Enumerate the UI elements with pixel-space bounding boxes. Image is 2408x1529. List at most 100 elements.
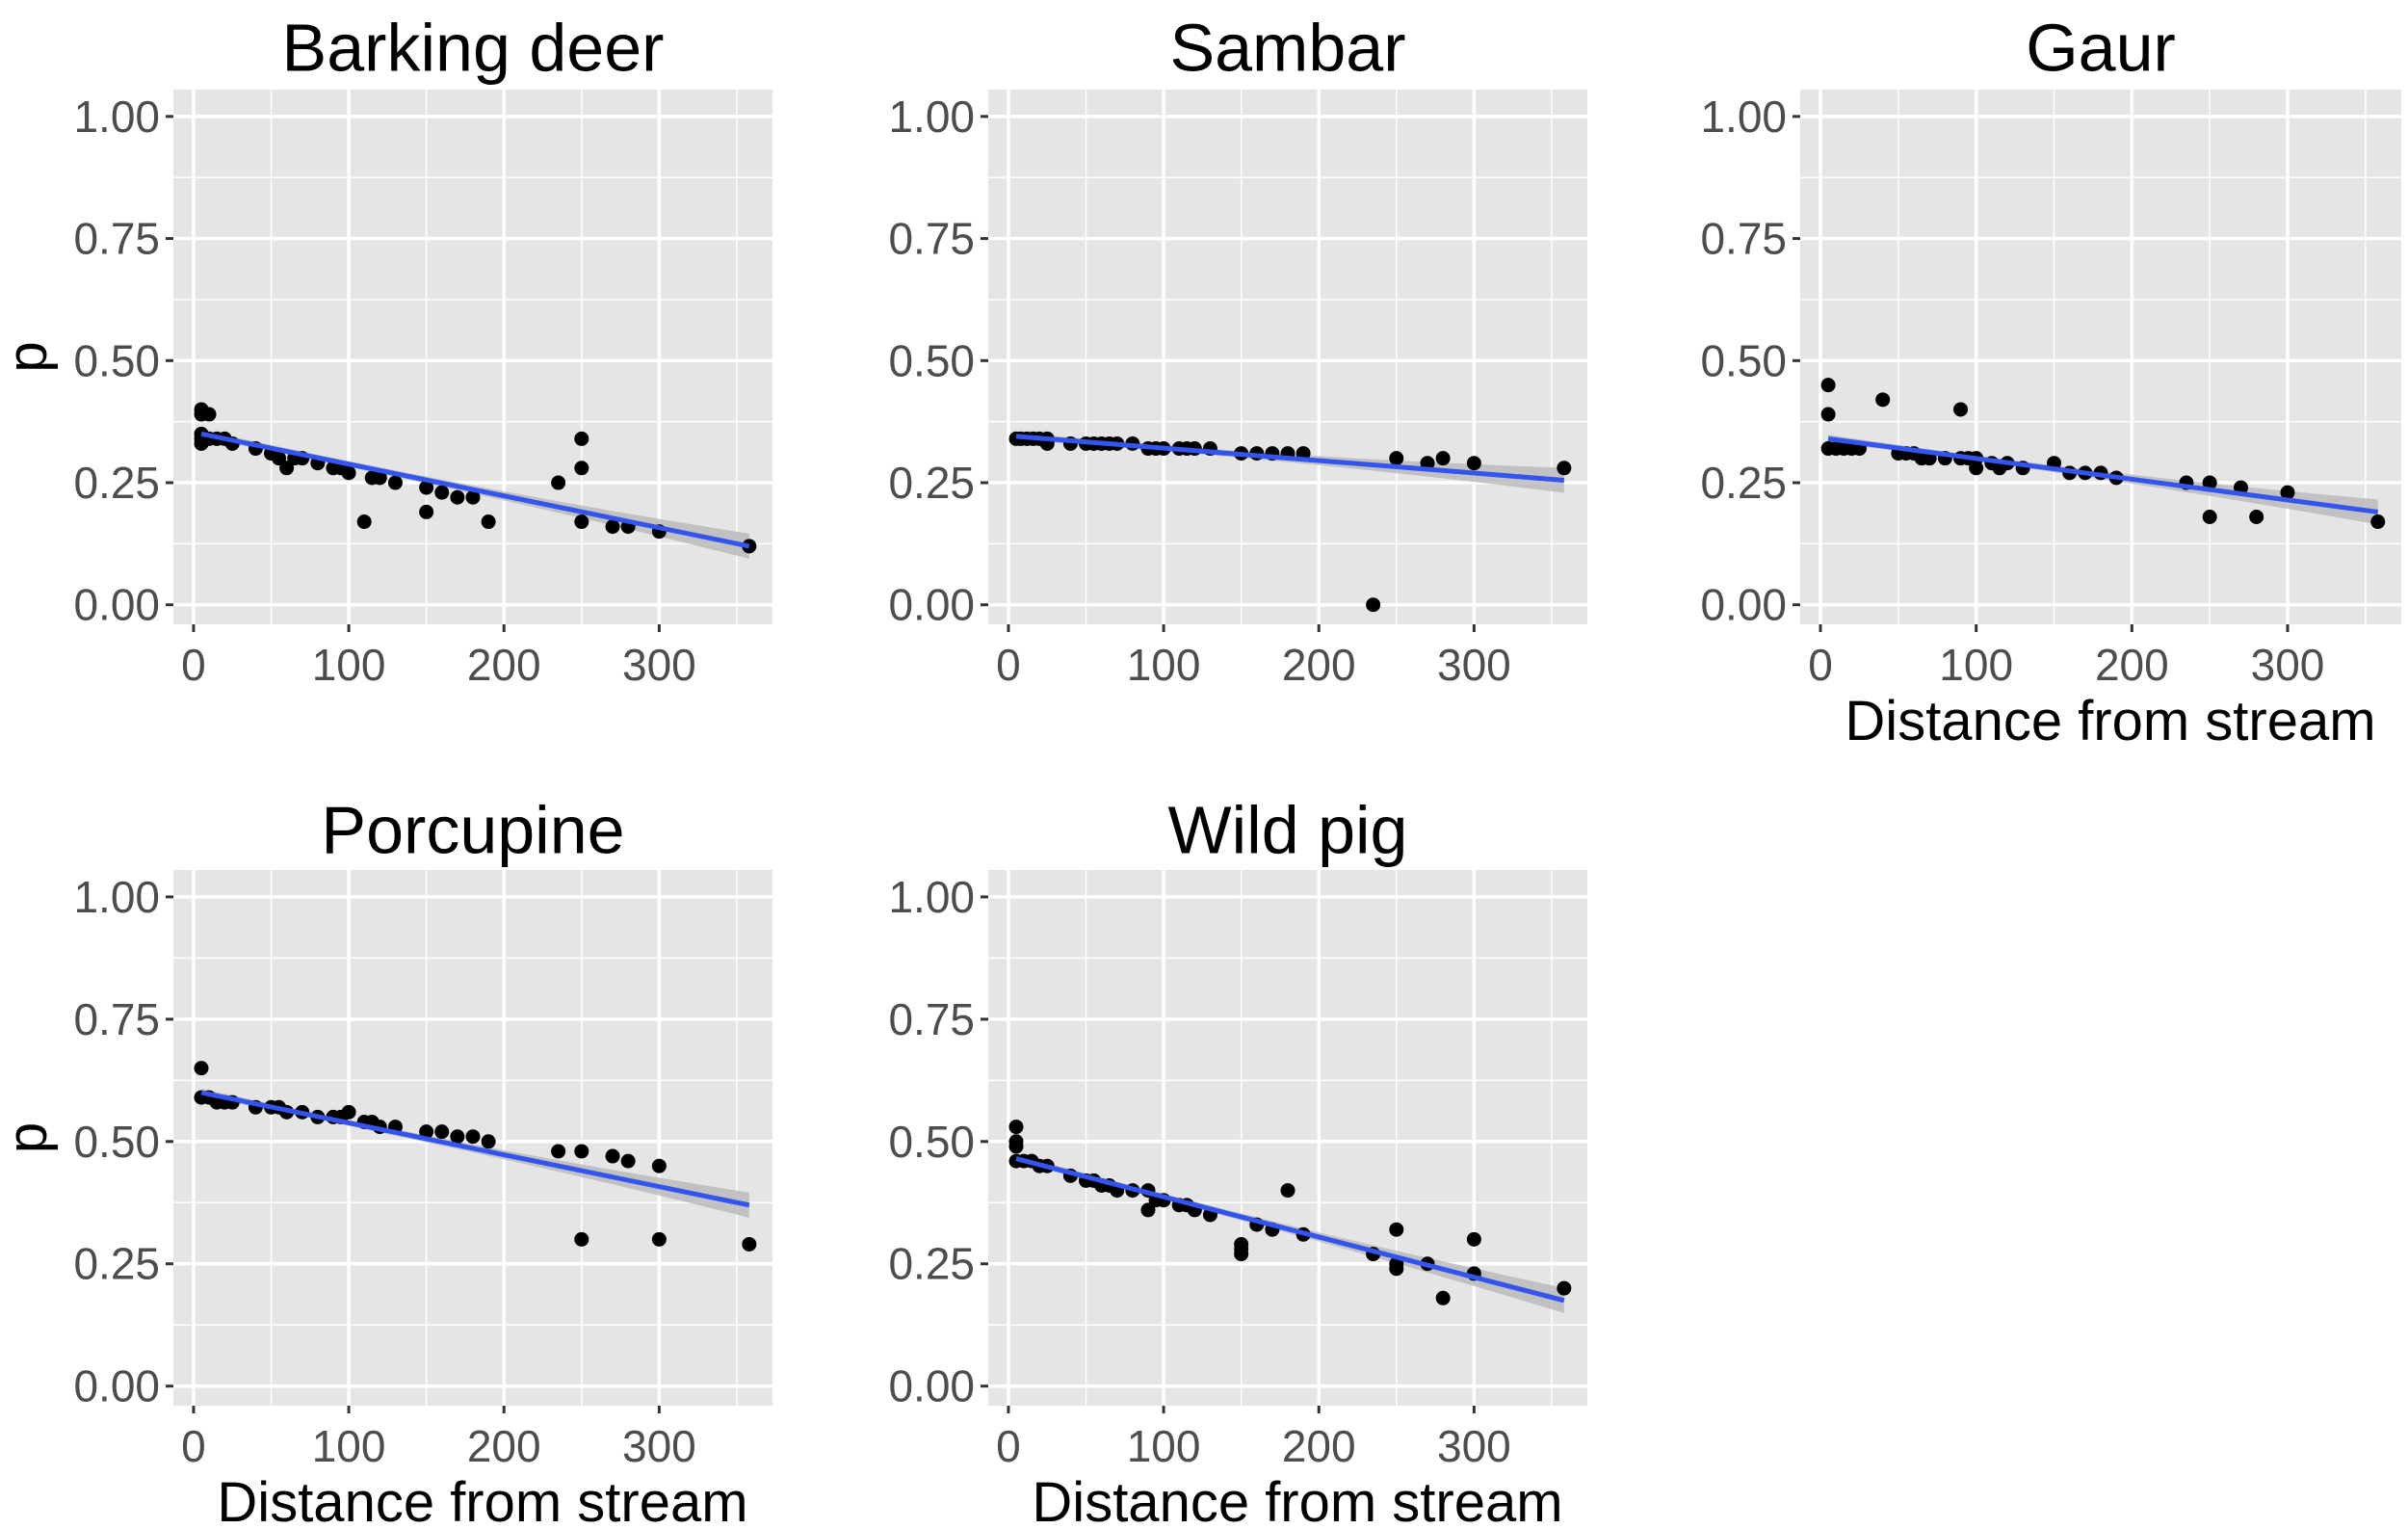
y-tick-label: 0.75	[1700, 214, 1787, 264]
y-tick-label: 0.50	[73, 335, 160, 385]
y-tick-label: 1.00	[73, 872, 160, 922]
x-axis-title: Distance from stream	[1032, 1471, 1562, 1529]
panel-title: Barking deer	[282, 10, 665, 85]
y-axis-title: p	[0, 1122, 59, 1153]
data-point	[434, 1124, 450, 1140]
regression-line	[1827, 435, 2379, 514]
data-point	[1466, 456, 1481, 471]
y-tick-label: 1.00	[888, 92, 975, 142]
data-point	[1969, 461, 1984, 476]
data-point	[1435, 1290, 1451, 1305]
data-point	[1389, 1261, 1404, 1277]
regression-line	[200, 431, 750, 549]
regression-line	[1015, 434, 1565, 483]
y-tick-label: 0.25	[888, 1239, 975, 1289]
data-point	[2280, 485, 2295, 500]
x-tick-label: 100	[312, 640, 386, 690]
data-point	[574, 1144, 589, 1159]
x-tick-label: 100	[312, 1421, 386, 1471]
data-point	[1234, 1247, 1249, 1262]
plot-background	[1800, 90, 2401, 624]
data-point	[1435, 451, 1451, 466]
data-point	[434, 485, 450, 500]
x-axis-title: Distance from stream	[217, 1471, 747, 1529]
data-point	[2249, 509, 2264, 524]
plot-background	[988, 870, 1587, 1406]
data-point	[1820, 407, 1836, 422]
panel-barking-deer: 0.00 0.25 0.50 0.75 1.00 0 100 200 300 Barking de…	[0, 10, 772, 690]
y-tick-label: 0.75	[888, 994, 975, 1044]
data-point	[194, 1061, 209, 1076]
data-point	[465, 489, 481, 505]
data-point	[481, 514, 496, 530]
y-tick-label: 0.25	[888, 458, 975, 508]
data-point	[1280, 1183, 1296, 1199]
data-point	[419, 1124, 434, 1140]
data-point	[272, 451, 287, 466]
data-point	[620, 1153, 636, 1169]
data-point	[1389, 1222, 1404, 1237]
y-tick-label: 0.00	[888, 1361, 975, 1411]
data-point	[341, 465, 356, 481]
data-point	[356, 514, 372, 530]
y-tick-label: 0.50	[888, 1117, 975, 1167]
data-point	[387, 475, 403, 490]
panel-title: Gaur	[2026, 10, 2176, 85]
y-tick-label: 0.00	[73, 580, 160, 630]
data-point	[742, 1236, 757, 1252]
data-point	[2202, 509, 2217, 524]
data-point	[1140, 1202, 1156, 1218]
data-point	[651, 1231, 667, 1247]
panel-title: Porcupine	[321, 792, 624, 867]
y-tick-label: 1.00	[888, 872, 975, 922]
panel-wild-pig: 0.00 0.25 0.50 0.75 1.00 0 100 200 300 Wild pig Di…	[888, 792, 1587, 1529]
y-tick-label: 0.75	[888, 214, 975, 264]
data-point	[574, 461, 589, 476]
data-point	[1008, 1120, 1024, 1135]
data-point	[1557, 1280, 1572, 1296]
data-point	[1389, 451, 1404, 466]
data-point	[1466, 1231, 1481, 1247]
x-tick-label: 300	[622, 1421, 696, 1471]
data-point	[551, 475, 566, 490]
panel-gaur: 0.00 0.25 0.50 0.75 1.00 0 100 200 300 Gaur Distan…	[1700, 10, 2401, 752]
y-tick-label: 0.25	[73, 458, 160, 508]
data-point	[2370, 514, 2386, 530]
regression-line	[1015, 1156, 1565, 1304]
x-tick-label: 300	[1437, 1421, 1511, 1471]
x-tick-label: 0	[181, 1421, 206, 1471]
data-point	[419, 480, 434, 495]
y-tick-label: 0.25	[1700, 458, 1787, 508]
x-tick-label: 100	[1127, 640, 1201, 690]
x-tick-label: 300	[1437, 640, 1511, 690]
y-tick-label: 0.50	[888, 335, 975, 385]
y-tick-label: 1.00	[1700, 92, 1787, 142]
x-tick-label: 0	[996, 640, 1021, 690]
data-point	[605, 519, 620, 535]
data-point	[201, 407, 217, 422]
data-point	[341, 1104, 356, 1120]
x-tick-label: 200	[2095, 640, 2169, 690]
x-tick-label: 0	[181, 640, 206, 690]
y-axis-title: p	[0, 341, 59, 372]
y-tick-label: 0.75	[73, 994, 160, 1044]
data-point	[651, 1158, 667, 1173]
x-tick-label: 300	[2251, 640, 2325, 690]
y-tick-label: 0.00	[73, 1361, 160, 1411]
data-point	[1820, 378, 1836, 393]
data-point	[481, 1134, 496, 1149]
x-tick-label: 100	[1939, 640, 2013, 690]
plot-background	[988, 90, 1587, 624]
panel-porcupine: 0.00 0.25 0.50 0.75 1.00 0 100 200 300 Porcupine D…	[0, 792, 772, 1529]
y-tick-label: 0.50	[73, 1117, 160, 1167]
data-point	[1366, 597, 1381, 613]
regression-line	[200, 1090, 750, 1208]
panel-sambar: 0.00 0.25 0.50 0.75 1.00 0 100 200 300 Sambar	[888, 10, 1587, 690]
x-tick-label: 300	[622, 640, 696, 690]
data-point	[419, 504, 434, 519]
x-tick-label: 200	[1282, 1421, 1356, 1471]
panel-title: Sambar	[1169, 10, 1405, 85]
x-axis-title: Distance from stream	[1845, 690, 2375, 752]
data-point	[465, 1129, 481, 1145]
